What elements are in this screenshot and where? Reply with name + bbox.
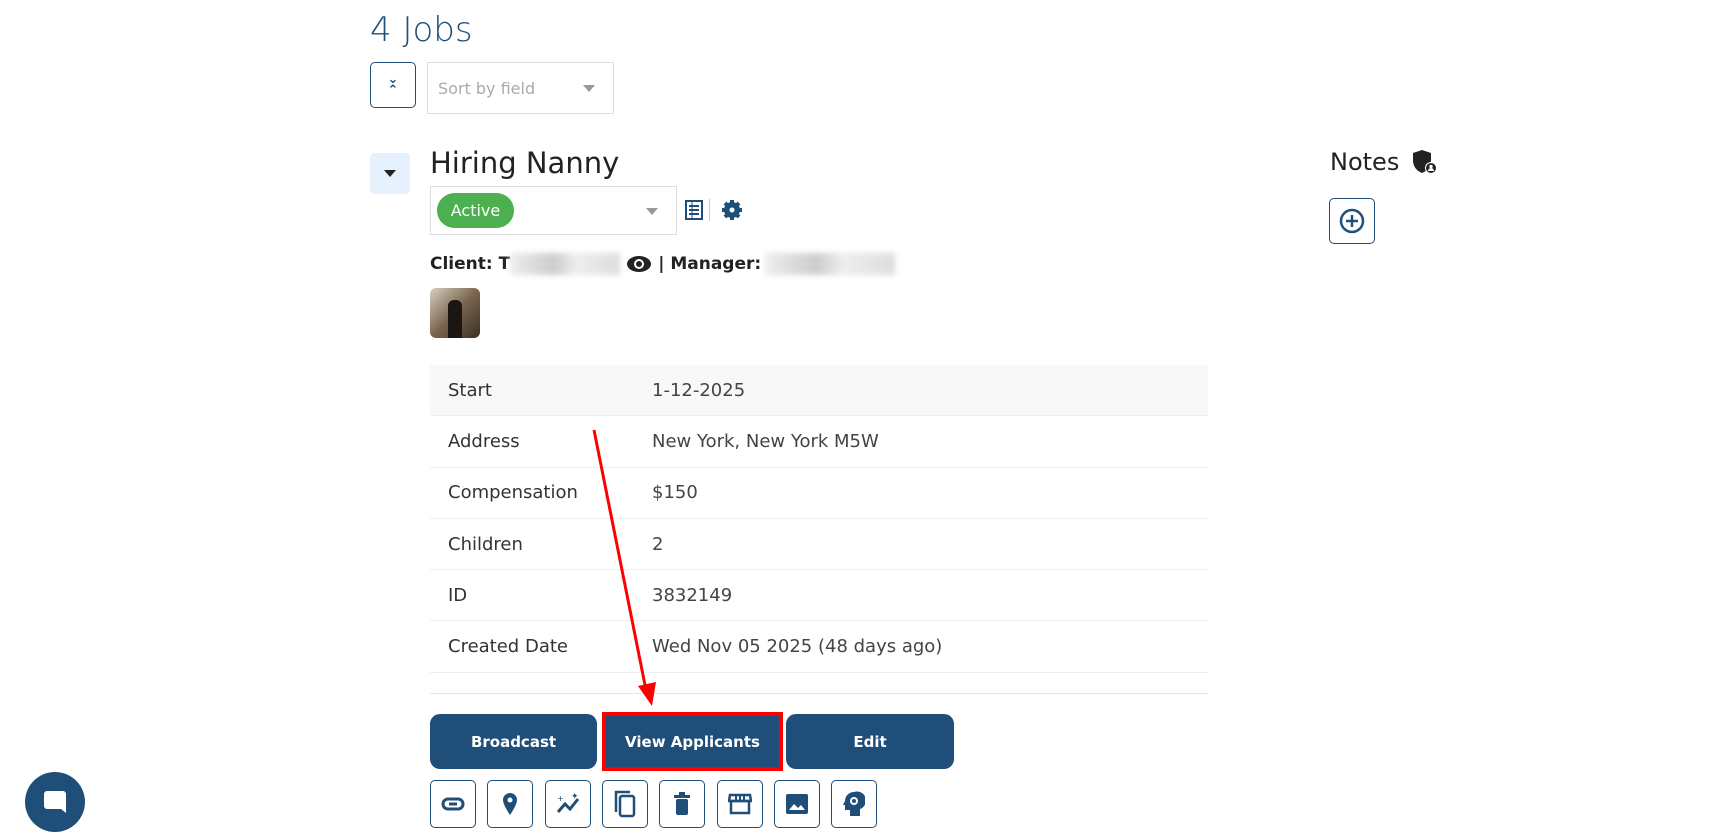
table-row: ID 3832149 bbox=[430, 570, 1208, 622]
table-row: Address New York, New York M5W bbox=[430, 416, 1208, 468]
chevron-down-icon: ⌄ bbox=[387, 72, 399, 87]
sparkle-chart-icon: + ✦ bbox=[556, 793, 580, 813]
job-details-table: Start 1-12-2025 Address New York, New York… bbox=[430, 365, 1208, 673]
trash-icon bbox=[674, 792, 690, 815]
edit-button[interactable]: Edit bbox=[786, 714, 954, 769]
chat-launcher-button[interactable] bbox=[25, 772, 85, 832]
svg-text:✦: ✦ bbox=[571, 793, 579, 802]
marketplace-button[interactable] bbox=[717, 780, 763, 828]
location-button[interactable] bbox=[487, 780, 533, 828]
image-button[interactable] bbox=[774, 780, 820, 828]
client-name-redacted bbox=[510, 253, 621, 275]
notes-title: Notes bbox=[1330, 148, 1400, 176]
detail-value: Wed Nov 05 2025 (48 days ago) bbox=[652, 636, 943, 658]
table-row: Compensation $150 bbox=[430, 468, 1208, 519]
page-title: 4 Jobs bbox=[370, 10, 473, 50]
table-row: Children 2 bbox=[430, 519, 1208, 571]
job-photo[interactable] bbox=[430, 288, 480, 338]
client-manager-line: Client: T | Manager: bbox=[430, 252, 896, 276]
add-note-button[interactable] bbox=[1329, 198, 1375, 244]
detail-label: Address bbox=[448, 430, 520, 452]
caret-down-icon bbox=[646, 207, 658, 215]
table-row: Created Date Wed Nov 05 2025 (48 days ago… bbox=[430, 621, 1208, 673]
caret-down-icon bbox=[384, 170, 396, 177]
status-badge: Active bbox=[437, 193, 514, 228]
map-pin-icon bbox=[503, 793, 517, 815]
detail-value: 3832149 bbox=[652, 584, 733, 606]
sort-placeholder: Sort by field bbox=[438, 78, 536, 98]
insights-button[interactable]: + ✦ bbox=[545, 780, 591, 828]
job-expand-toggle[interactable] bbox=[370, 153, 410, 194]
broadcast-button[interactable]: Broadcast bbox=[430, 714, 597, 769]
link-button[interactable] bbox=[430, 780, 476, 828]
detail-label: Children bbox=[448, 533, 523, 555]
chevron-up-icon: ⌃ bbox=[387, 83, 399, 98]
link-icon bbox=[441, 797, 465, 811]
detail-label: Start bbox=[448, 379, 492, 401]
svg-text:+: + bbox=[557, 794, 564, 803]
divider bbox=[430, 693, 1208, 694]
image-icon bbox=[786, 794, 808, 814]
view-applicants-button[interactable]: View Applicants bbox=[602, 712, 783, 771]
manager-label: | Manager: bbox=[658, 254, 762, 274]
table-row: Start 1-12-2025 bbox=[430, 365, 1208, 417]
delete-button[interactable] bbox=[659, 780, 705, 828]
detail-value: 2 bbox=[652, 533, 664, 555]
client-label: Client: T bbox=[430, 254, 511, 274]
sort-select[interactable]: Sort by field bbox=[427, 62, 614, 114]
collapse-all-button[interactable]: ⌄ ⌃ bbox=[370, 62, 416, 108]
detail-value: New York, New York M5W bbox=[652, 430, 879, 452]
manager-name-redacted bbox=[765, 253, 896, 275]
ai-settings-button[interactable] bbox=[831, 780, 877, 828]
copy-button[interactable] bbox=[602, 780, 648, 828]
head-gear-icon bbox=[843, 791, 865, 816]
chat-bubble-icon bbox=[44, 791, 66, 813]
eye-icon[interactable] bbox=[626, 255, 652, 273]
plus-circle-icon bbox=[1339, 208, 1365, 234]
job-title: Hiring Nanny bbox=[430, 146, 620, 180]
status-select[interactable]: Active bbox=[430, 186, 677, 235]
shield-user-icon bbox=[1413, 150, 1437, 174]
storefront-icon bbox=[728, 793, 752, 815]
detail-label: Compensation bbox=[448, 482, 578, 504]
detail-value: 1-12-2025 bbox=[652, 379, 746, 401]
detail-label: Created Date bbox=[448, 636, 568, 658]
divider bbox=[709, 199, 710, 221]
gear-icon[interactable] bbox=[722, 200, 742, 220]
list-icon[interactable] bbox=[685, 200, 703, 220]
detail-value: $150 bbox=[652, 482, 698, 504]
detail-label: ID bbox=[448, 584, 468, 606]
copy-icon bbox=[614, 790, 636, 818]
caret-down-icon bbox=[583, 85, 595, 92]
